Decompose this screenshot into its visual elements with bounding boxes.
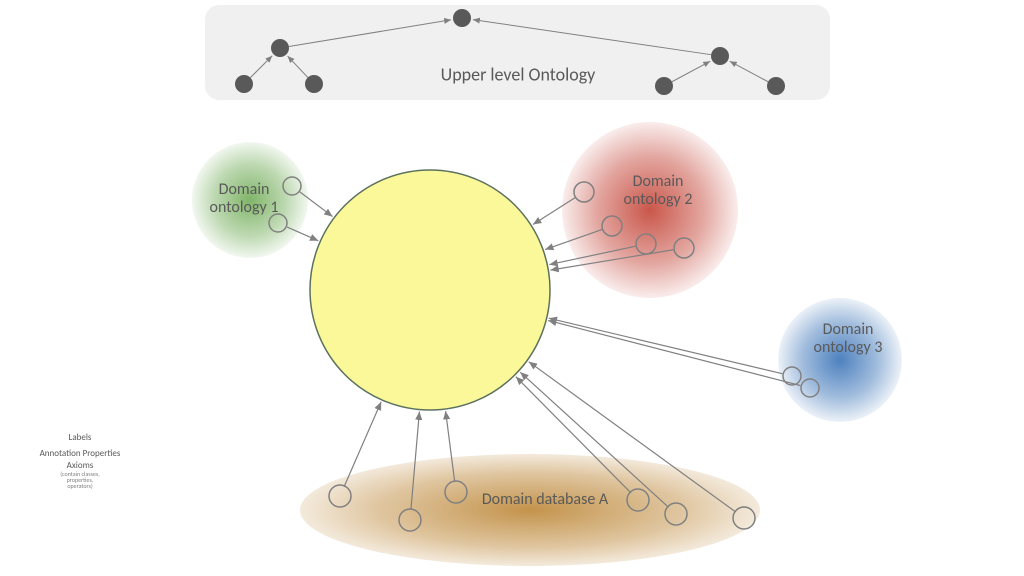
side-legend: LabelsAnnotation PropertiesAxioms(contai… — [40, 432, 121, 490]
tree-node — [235, 75, 253, 93]
tree-node — [767, 77, 785, 95]
upper-level-ontology-box: Upper level Ontology — [205, 5, 830, 100]
tree-node — [453, 9, 471, 27]
ontology-diagram: Upper level Ontology Domainontology 1 Dom… — [0, 0, 1024, 576]
domain-database-label: Domain database A — [482, 490, 609, 509]
domain-blob-d2 — [562, 122, 738, 298]
label-d3: Domainontology 3 — [814, 320, 883, 357]
label-d1: Domainontology 1 — [210, 180, 279, 217]
domain-database-ellipse — [300, 454, 760, 566]
legend-line: Annotation Properties — [40, 448, 121, 459]
label-d2: Domainontology 2 — [624, 172, 693, 209]
domain-database — [300, 454, 760, 566]
upper-level-label: Upper level Ontology — [441, 63, 597, 85]
central-circle — [310, 170, 550, 410]
upper-box-bg — [205, 5, 830, 100]
tree-node — [271, 39, 289, 57]
domain-blob-d3 — [778, 298, 902, 422]
legend-line: operators) — [67, 482, 93, 490]
arrow-to-center — [548, 320, 800, 385]
arrow-to-center — [549, 318, 783, 373]
legend-line: Labels — [69, 432, 92, 443]
tree-node — [655, 77, 673, 95]
tree-node — [305, 75, 323, 93]
tree-node — [711, 47, 729, 65]
